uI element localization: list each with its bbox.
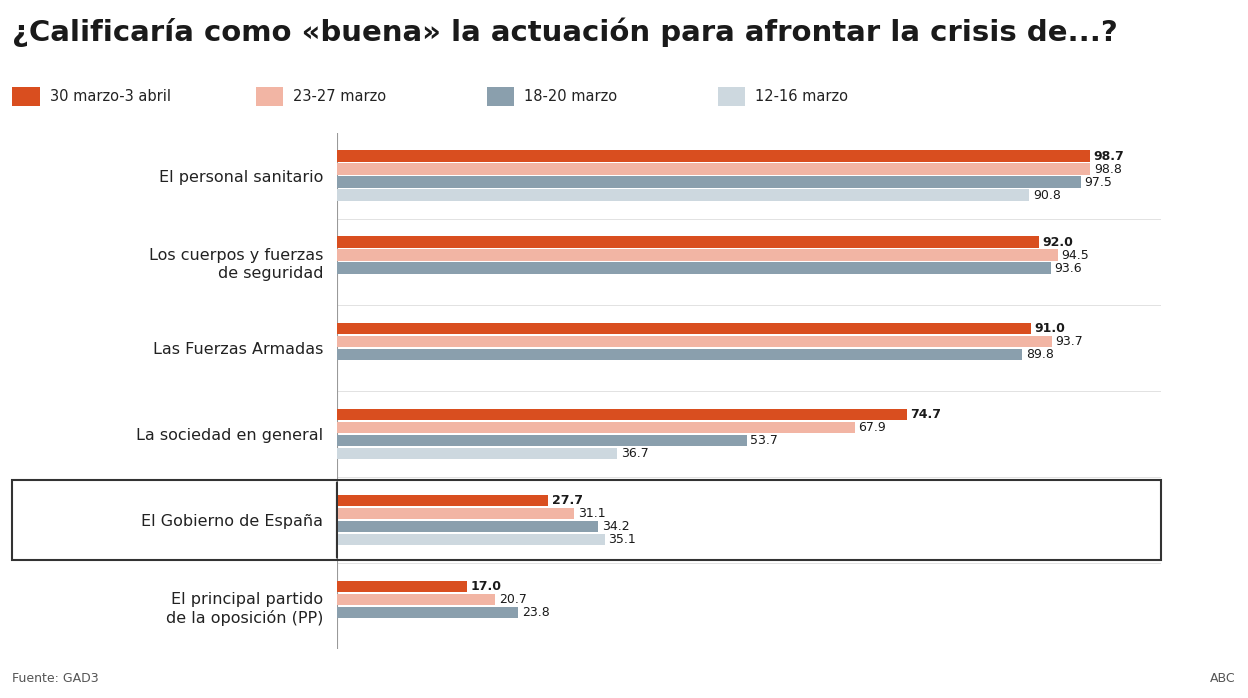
Bar	[337, 237, 1038, 248]
Text: 17.0: 17.0	[470, 580, 502, 593]
Text: 23-27 marzo: 23-27 marzo	[293, 89, 387, 104]
Text: ABC: ABC	[1209, 672, 1236, 685]
Bar	[337, 594, 494, 605]
Bar	[337, 435, 746, 446]
Text: 18-20 marzo: 18-20 marzo	[524, 89, 618, 104]
Bar	[337, 480, 1227, 560]
Text: 93.7: 93.7	[1056, 335, 1083, 348]
Text: 53.7: 53.7	[750, 434, 779, 447]
Text: 36.7: 36.7	[620, 447, 649, 460]
Bar	[337, 189, 1030, 201]
Bar	[337, 262, 1051, 274]
Text: 23.8: 23.8	[522, 606, 550, 619]
Bar	[337, 507, 574, 519]
Text: 89.8: 89.8	[1026, 348, 1053, 361]
Text: 31.1: 31.1	[578, 507, 605, 520]
Bar	[337, 534, 605, 545]
Bar	[337, 447, 617, 459]
Bar	[337, 408, 906, 420]
Text: 98.8: 98.8	[1094, 163, 1122, 176]
Bar	[337, 521, 598, 533]
Text: 91.0: 91.0	[1035, 322, 1066, 335]
Text: Fuente: GAD3: Fuente: GAD3	[12, 672, 99, 685]
Text: 27.7: 27.7	[552, 494, 583, 507]
Text: 97.5: 97.5	[1085, 176, 1112, 188]
Text: 92.0: 92.0	[1042, 236, 1073, 248]
Bar	[337, 163, 1091, 175]
Bar	[337, 177, 1081, 188]
Bar	[337, 422, 855, 433]
Text: 30 marzo-3 abril: 30 marzo-3 abril	[50, 89, 171, 104]
Bar	[337, 150, 1090, 162]
Text: 67.9: 67.9	[859, 421, 886, 434]
Bar	[337, 607, 518, 618]
Text: 98.7: 98.7	[1093, 149, 1124, 163]
Text: 74.7: 74.7	[911, 408, 941, 421]
Text: 20.7: 20.7	[499, 593, 527, 606]
Text: 90.8: 90.8	[1033, 188, 1061, 202]
Bar	[337, 249, 1058, 261]
Text: 93.6: 93.6	[1055, 262, 1082, 275]
Bar	[337, 322, 1031, 334]
Bar	[337, 336, 1052, 347]
Bar	[337, 581, 467, 593]
Bar	[337, 495, 548, 506]
Text: ¿Calificaría como «buena» la actuación para afrontar la crisis de...?: ¿Calificaría como «buena» la actuación p…	[12, 17, 1118, 47]
Text: 34.2: 34.2	[602, 520, 629, 533]
Text: 94.5: 94.5	[1062, 248, 1090, 262]
Text: 12-16 marzo: 12-16 marzo	[755, 89, 849, 104]
Bar	[337, 348, 1022, 360]
Text: 35.1: 35.1	[609, 533, 636, 546]
